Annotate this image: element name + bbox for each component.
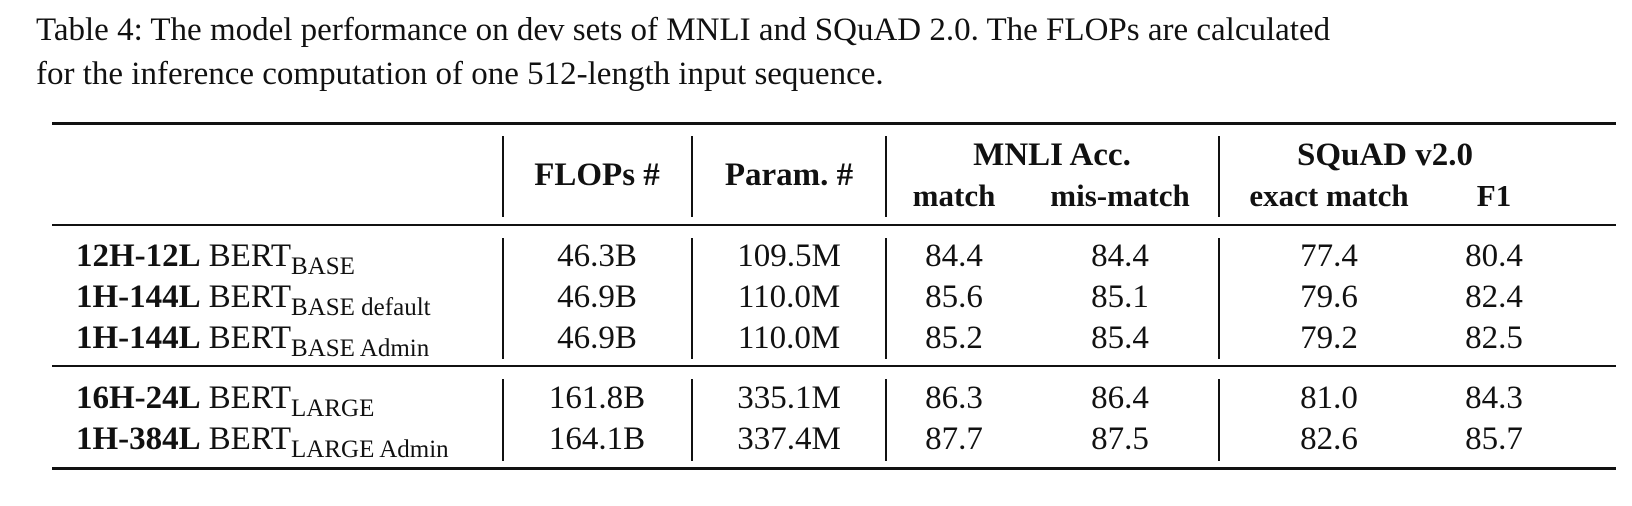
model-name: 12H-12L [76,238,201,274]
column-divider [885,136,887,217]
cell-mnli-match: 85.6 [925,279,983,315]
cell-squad-f1: 82.5 [1465,320,1523,356]
cell-squad-exact: 79.2 [1300,320,1358,356]
cell-mnli-mismatch: 85.4 [1091,320,1149,356]
group-separator-rule [52,365,1616,367]
bert-label: BERT [208,279,292,315]
header-mnli-match: match [912,178,996,213]
header-squad-f1: F1 [1476,178,1512,213]
cell-flops: 46.9B [557,320,637,356]
header-squad-exact: exact match [1249,178,1409,213]
column-divider [502,136,504,217]
column-divider [1218,238,1220,359]
bert-label: BERT [208,320,292,356]
table-bottom-rule [52,467,1616,470]
column-divider [691,136,693,217]
cell-flops: 161.8B [548,380,646,416]
cell-squad-exact: 82.6 [1300,421,1358,457]
caption-line-1: Table 4: The model performance on dev se… [36,12,1331,48]
header-squad: SQuAD v2.0 [1296,137,1474,173]
cell-mnli-mismatch: 84.4 [1091,238,1149,274]
column-divider [885,238,887,359]
header-rule [52,224,1616,226]
header-mnli: MNLI Acc. [973,137,1131,173]
bert-label: BERT [208,421,292,457]
cell-mnli-match: 84.4 [925,238,983,274]
model-name: 1H-384L [76,421,201,457]
cell-squad-exact: 81.0 [1300,380,1358,416]
cell-params: 110.0M [737,279,841,315]
cell-flops: 46.9B [557,279,637,315]
caption-line-2: for the inference computation of one 512… [36,56,884,92]
cell-params: 335.1M [737,380,841,416]
bert-subscript: BASE Admin [291,335,430,362]
cell-squad-f1: 82.4 [1465,279,1523,315]
table-caption: Table 4: The model performance on dev se… [36,8,1616,96]
cell-flops: 164.1B [548,421,646,457]
header-mnli-mismatch: mis-match [1050,178,1190,213]
cell-squad-f1: 85.7 [1465,421,1523,457]
cell-mnli-mismatch: 87.5 [1091,421,1149,457]
cell-params: 110.0M [737,320,841,356]
cell-mnli-match: 87.7 [925,421,983,457]
column-divider [691,238,693,359]
cell-squad-exact: 77.4 [1300,238,1358,274]
cell-mnli-match: 85.2 [925,320,983,356]
table-top-rule [52,122,1616,125]
cell-params: 109.5M [737,238,841,274]
bert-label: BERT [208,238,292,274]
cell-squad-f1: 80.4 [1465,238,1523,274]
cell-flops: 46.3B [557,238,637,274]
column-divider [691,379,693,461]
column-divider [885,379,887,461]
bert-label: BERT [208,380,292,416]
header-flops: FLOPs # [534,157,660,193]
column-divider [502,379,504,461]
model-name: 1H-144L [76,320,201,356]
model-name: 1H-144L [76,279,201,315]
header-params: Param. # [724,157,854,193]
bert-subscript: BASE [291,253,355,280]
row-label: 1H-144L BERTBASE Admin [76,318,429,361]
cell-mnli-mismatch: 86.4 [1091,380,1149,416]
column-divider [502,238,504,359]
column-divider [1218,136,1220,217]
cell-squad-f1: 84.3 [1465,380,1523,416]
cell-mnli-match: 86.3 [925,380,983,416]
model-name: 16H-24L [76,380,201,416]
row-label: 12H-12L BERTBASE [76,236,355,279]
bert-subscript: LARGE [291,395,375,422]
bert-subscript: LARGE Admin [291,436,449,463]
bert-subscript: BASE default [291,294,431,321]
cell-mnli-mismatch: 85.1 [1091,279,1149,315]
row-label: 16H-24L BERTLARGE [76,378,374,421]
row-label: 1H-384L BERTLARGE Admin [76,419,449,462]
cell-squad-exact: 79.6 [1300,279,1358,315]
row-label: 1H-144L BERTBASE default [76,277,431,320]
cell-params: 337.4M [737,421,841,457]
column-divider [1218,379,1220,461]
